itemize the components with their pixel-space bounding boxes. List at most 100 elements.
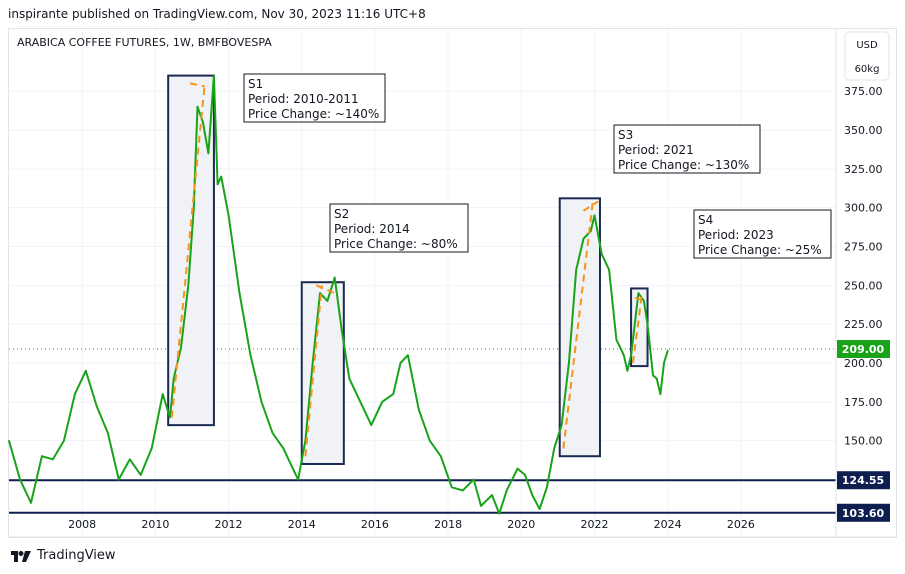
period-box-s3 [558, 197, 601, 458]
price-point [593, 214, 596, 217]
last-price-tag [837, 340, 890, 359]
x-tick-label: 2014 [288, 518, 316, 531]
price-point [150, 447, 153, 450]
annotation-title: S2 [334, 207, 349, 221]
price-point [187, 284, 190, 287]
x-tick-label: 2018 [434, 518, 462, 531]
price-point [202, 121, 204, 124]
price-point [326, 300, 329, 302]
price-point [626, 369, 629, 372]
price-point [531, 494, 534, 496]
tradingview-logo-icon [11, 550, 31, 562]
price-point [238, 292, 241, 294]
price-point [41, 455, 43, 458]
price-point [418, 408, 420, 411]
price-point [96, 405, 98, 408]
x-tick-label: 2022 [580, 518, 608, 531]
x-tick-label: 2012 [215, 518, 243, 531]
price-point [85, 369, 87, 372]
x-tick-label: 2010 [141, 518, 169, 531]
price-point [139, 474, 142, 476]
price-point [348, 377, 351, 380]
price-point [216, 183, 219, 186]
annotation-box-s4 [693, 209, 832, 259]
support-price-tag [837, 471, 890, 490]
annotation-box-s3 [613, 124, 761, 174]
price-series [8, 74, 669, 515]
tradingview-brand[interactable]: TradingView [10, 548, 116, 563]
y-tick-label: 175.00 [844, 396, 883, 409]
price-point [297, 478, 299, 481]
price-point [590, 230, 592, 232]
price-point [260, 401, 263, 403]
price-point [655, 377, 658, 380]
price-point [220, 175, 223, 178]
price-point [271, 432, 274, 434]
x-tick-label: 2024 [654, 518, 682, 531]
y-tick-label: 150.00 [844, 435, 883, 448]
price-point [213, 74, 215, 77]
price-point [450, 486, 453, 489]
annotation-change: Price Change: ~80% [334, 237, 458, 251]
price-point [615, 338, 618, 341]
price-point [381, 401, 384, 403]
trend-line-s3 [562, 202, 594, 449]
price-point [637, 292, 640, 294]
price-point [311, 362, 314, 364]
price-point [652, 374, 654, 377]
annotation-period: Period: 2023 [698, 228, 774, 242]
price-point [472, 478, 475, 481]
price-point [538, 508, 541, 510]
annotation-period: Period: 2014 [334, 222, 410, 236]
chart-title: ARABICA COFFEE FUTURES, 1W, BMFBOVESPA [17, 36, 272, 49]
price-point [196, 105, 199, 108]
peak-line-s2 [315, 284, 336, 295]
price-point [582, 237, 585, 240]
price-point [461, 489, 464, 492]
price-point [646, 323, 649, 325]
price-point [282, 447, 285, 450]
annotation-change: Price Change: ~130% [618, 158, 749, 172]
price-point [304, 439, 307, 442]
currency-label: USD [856, 40, 878, 51]
annotation-title: S1 [248, 77, 263, 91]
publish-info: inspirante published on TradingView.com,… [8, 7, 426, 21]
axes: USD 60kg 150.00 175.00 200.00 225.00 250.00 275… [9, 29, 897, 538]
x-tick-label: 2008 [68, 518, 96, 531]
y-tick-label: 275.00 [844, 240, 883, 253]
annotation-box-s2 [329, 203, 469, 253]
x-tick-label: 2020 [507, 518, 535, 531]
y-tick-label: 300.00 [844, 202, 883, 215]
price-point [370, 424, 373, 426]
price-point [172, 377, 175, 380]
last-price-label: 209.00 [842, 343, 885, 356]
price-point [429, 439, 431, 442]
price-point [169, 416, 171, 419]
price-point [498, 512, 501, 515]
peak-line-s4 [634, 296, 646, 302]
price-point [399, 362, 402, 364]
price-point [293, 470, 296, 473]
price-point [659, 393, 662, 395]
y-tick-label: 325.00 [844, 163, 883, 176]
price-point [608, 268, 610, 271]
price-point [207, 152, 210, 155]
price-point [30, 502, 32, 504]
price-point [107, 432, 109, 434]
price-point [52, 458, 54, 461]
price-point [19, 478, 21, 481]
price-point [180, 346, 182, 349]
price-point [392, 393, 395, 395]
y-tick-label: 200.00 [844, 357, 883, 370]
y-tick-label: 350.00 [844, 124, 883, 137]
y-tick-label: 375.00 [844, 85, 883, 98]
price-point [575, 268, 577, 271]
price-point [546, 486, 548, 489]
price-point [319, 292, 321, 294]
price-point [568, 362, 570, 364]
price-point [359, 401, 362, 403]
price-point [516, 467, 519, 470]
